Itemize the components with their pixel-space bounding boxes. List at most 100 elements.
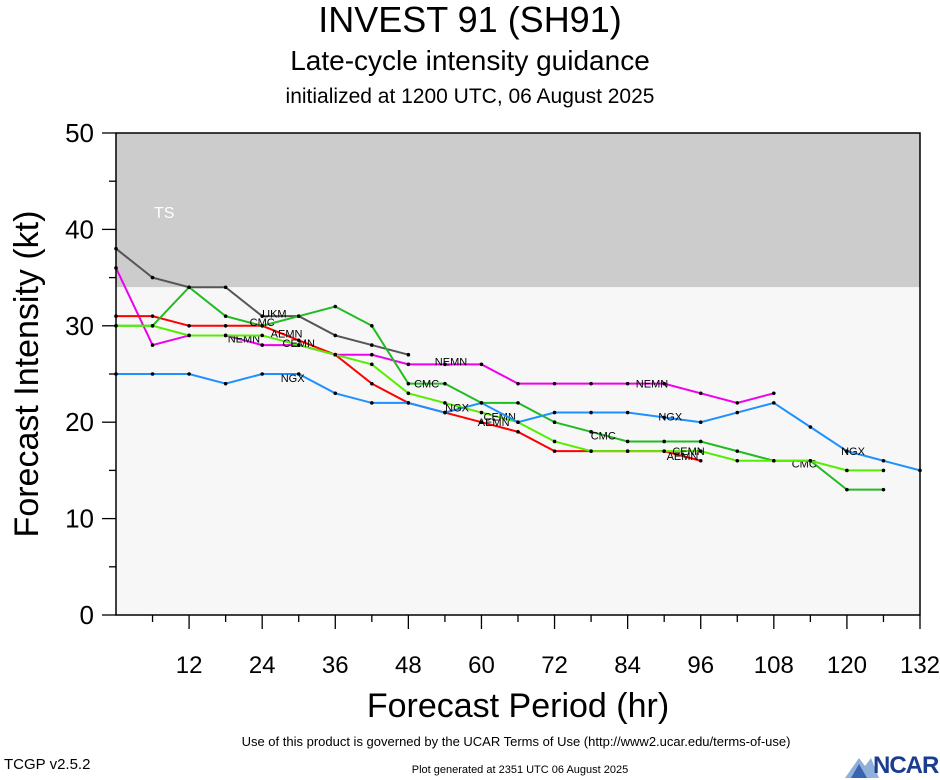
y-axis-label: Forecast Intensity (kt)	[8, 210, 46, 538]
series-5-point	[662, 415, 666, 420]
series-2-model-label: AEMN	[478, 417, 510, 429]
series-4-point	[223, 333, 228, 338]
series-4-model-label: CEMN	[484, 411, 516, 423]
series-2-point	[296, 338, 301, 343]
intensity-band-ts	[116, 133, 920, 288]
series-5-point	[187, 372, 191, 376]
series-1-model-label: NEMN	[435, 356, 467, 368]
series-3-point	[223, 314, 228, 318]
series-3-point	[406, 381, 411, 386]
version-label: TCGP v2.5.2	[4, 756, 91, 773]
y-tick-label: 30	[65, 311, 94, 341]
series-3-model-label: CMC	[250, 317, 275, 329]
series-4-point	[625, 449, 630, 453]
series-4-point	[443, 401, 447, 405]
x-tick-label: 96	[687, 652, 714, 679]
series-5-point	[808, 425, 813, 429]
series-5-model-label: NGX	[841, 446, 866, 458]
y-tick-label: 0	[80, 600, 94, 630]
series-4-point	[479, 410, 484, 415]
series-0-point	[406, 352, 411, 357]
band-label-ts: TS	[154, 205, 174, 222]
series-3-point	[370, 324, 374, 328]
series-3-point	[552, 420, 557, 425]
chart-subtitle: Late-cycle intensity guidance	[290, 45, 650, 76]
chart-title: INVEST 91 (SH91)	[318, 0, 622, 40]
series-line-3	[116, 285, 884, 491]
x-tick-label: 24	[249, 652, 276, 679]
series-5-model-label: NGX	[281, 373, 306, 385]
series-3-point	[589, 430, 593, 434]
series-4-point	[881, 468, 886, 473]
series-5-point	[735, 410, 740, 415]
series-3-point	[662, 439, 666, 444]
series-1-point	[589, 381, 593, 386]
series-3-point	[698, 439, 703, 444]
series-5-model-label: NGX	[445, 403, 470, 415]
series-3-point	[296, 314, 301, 318]
ncar-logo: NCAR	[845, 752, 940, 780]
series-5-point	[698, 420, 703, 425]
series-5-point	[881, 458, 886, 463]
series-4-point	[260, 333, 264, 338]
series-3-point	[881, 487, 886, 492]
series-0-point	[223, 285, 228, 290]
series-5-point	[479, 401, 484, 405]
x-tick-label: 48	[395, 652, 422, 679]
series-4-point	[662, 449, 666, 453]
series-3-point	[625, 439, 630, 444]
y-tick-label: 50	[65, 118, 94, 148]
series-1-point	[479, 362, 484, 367]
series-1-model-label: NEMN	[636, 379, 668, 391]
series-1-point	[443, 362, 447, 367]
series-5-point	[370, 401, 374, 405]
series-3-point	[516, 401, 520, 405]
series-5-point	[406, 401, 411, 405]
series-2-point	[223, 324, 228, 328]
series-1-point	[150, 343, 155, 347]
series-4-point	[333, 352, 338, 357]
series-4-point	[187, 333, 191, 338]
x-tick-label: 120	[827, 652, 867, 679]
series-2-point	[479, 420, 484, 425]
series-0-point	[333, 333, 338, 338]
series-4-point	[772, 458, 776, 463]
series-1-point	[552, 381, 557, 386]
series-0-point	[150, 275, 155, 280]
terms-of-use-text: Use of this product is governed by the U…	[241, 734, 791, 749]
series-0-model-label: UKM	[262, 308, 286, 320]
series-4-point	[589, 449, 593, 453]
x-tick-label: 132	[900, 652, 940, 679]
series-4-model-label: CEMN	[672, 446, 704, 458]
ncar-logo-text: NCAR	[873, 752, 939, 779]
x-tick-label: 84	[614, 652, 641, 679]
series-5-point	[845, 449, 849, 453]
series-4-point	[808, 458, 813, 463]
x-tick-label: 36	[322, 652, 349, 679]
series-2-point	[698, 458, 703, 463]
series-5-point	[589, 410, 593, 415]
series-5-point	[552, 410, 557, 415]
series-3-point	[333, 304, 338, 309]
series-0-point	[370, 343, 374, 347]
series-3-model-label: CMC	[591, 431, 616, 443]
series-5-point	[443, 410, 447, 415]
series-4-point	[406, 391, 411, 396]
series-3-model-label: CMC	[414, 379, 439, 391]
series-5-point	[260, 372, 264, 376]
y-tick-label: 10	[65, 504, 94, 534]
series-4-point	[845, 468, 849, 473]
series-4-point	[150, 324, 155, 328]
series-1-point	[625, 381, 630, 386]
series-1-point	[370, 352, 374, 357]
series-1-point	[662, 381, 666, 386]
series-1-point	[772, 391, 776, 396]
series-4-point	[296, 343, 301, 347]
series-5-point	[150, 372, 155, 376]
series-5-point	[333, 391, 338, 396]
initialization-time: initialized at 1200 UTC, 06 August 2025	[285, 85, 655, 108]
y-tick-label: 40	[65, 214, 94, 244]
series-4-point	[552, 439, 557, 444]
series-2-model-label: AEMN	[271, 329, 303, 341]
